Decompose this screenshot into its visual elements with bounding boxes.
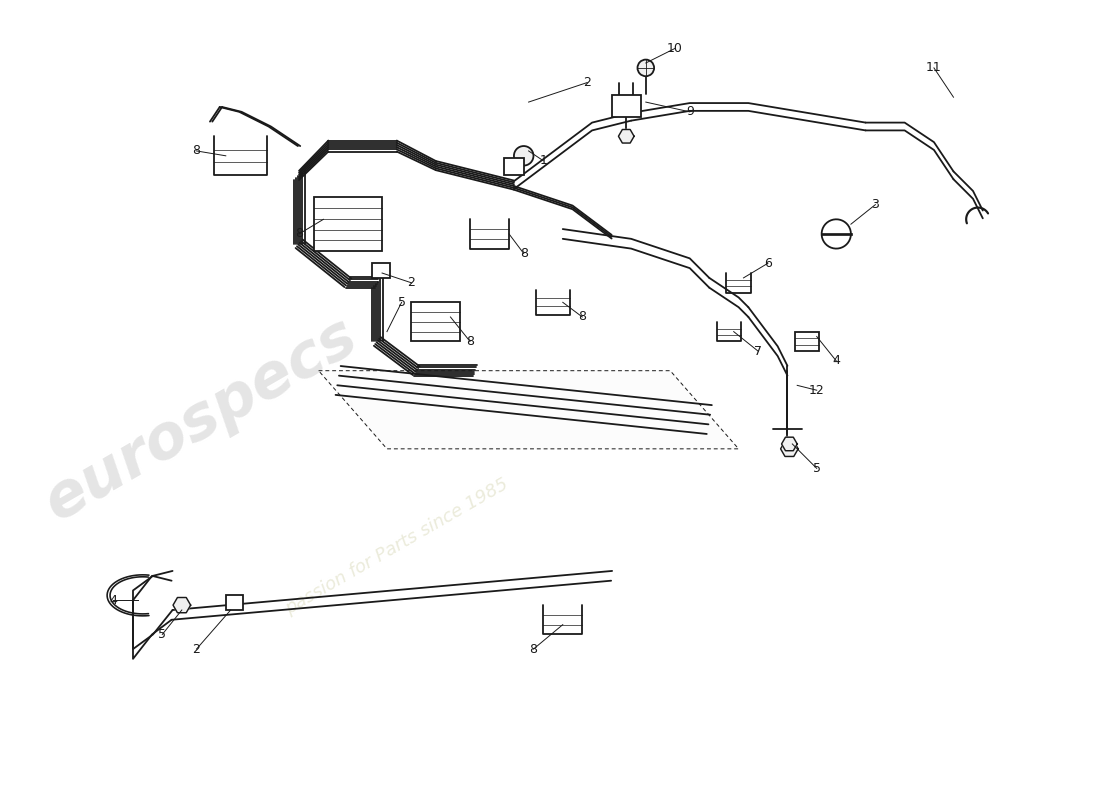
Bar [504,158,524,175]
Bar [411,302,460,342]
Polygon shape [319,370,738,449]
Text: 8: 8 [579,310,586,323]
Text: 5: 5 [158,628,166,641]
Text: 5: 5 [813,462,821,475]
Text: 2: 2 [192,642,200,655]
Text: 1: 1 [539,154,547,167]
Text: passion for Parts since 1985: passion for Parts since 1985 [282,475,512,618]
Text: 8: 8 [466,335,474,348]
Text: 2: 2 [583,76,591,89]
Text: eurospecs: eurospecs [34,306,369,533]
Text: 8: 8 [519,247,528,260]
Text: 11: 11 [926,62,942,74]
Bar [372,263,389,278]
Circle shape [514,146,534,166]
Text: 8: 8 [192,145,200,158]
Text: 3: 3 [871,198,879,211]
Text: 7: 7 [755,345,762,358]
Text: 6: 6 [764,257,772,270]
Polygon shape [782,437,797,450]
Text: 12: 12 [808,384,825,397]
Text: 8: 8 [529,642,538,655]
Text: 2: 2 [407,276,416,290]
Text: 8: 8 [295,227,302,241]
Polygon shape [173,598,190,613]
Text: 4: 4 [833,354,840,367]
Circle shape [638,59,654,76]
Text: 9: 9 [685,106,694,118]
Text: 5: 5 [397,296,406,309]
Polygon shape [618,130,634,143]
Text: 10: 10 [668,42,683,55]
Bar [612,95,641,117]
Bar [226,595,243,610]
Polygon shape [781,442,799,457]
Bar [314,198,382,251]
Bar [795,332,820,351]
Text: 4: 4 [110,594,118,606]
